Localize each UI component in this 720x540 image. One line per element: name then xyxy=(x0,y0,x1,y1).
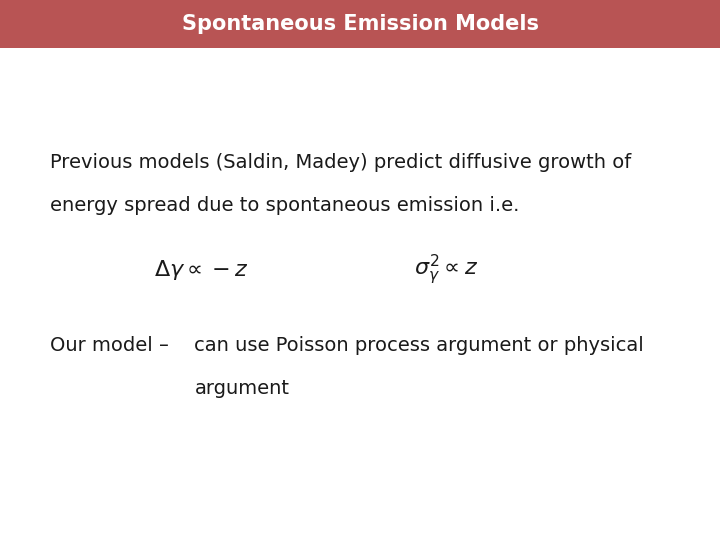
Text: Spontaneous Emission Models: Spontaneous Emission Models xyxy=(181,14,539,34)
Text: $\sigma_{\gamma}^{2} \propto z$: $\sigma_{\gamma}^{2} \propto z$ xyxy=(414,253,479,287)
FancyBboxPatch shape xyxy=(0,0,720,48)
Text: argument: argument xyxy=(194,379,289,399)
Text: Previous models (Saldin, Madey) predict diffusive growth of: Previous models (Saldin, Madey) predict … xyxy=(50,152,631,172)
Text: can use Poisson process argument or physical: can use Poisson process argument or phys… xyxy=(194,336,644,355)
Text: $\Delta\gamma \propto -z$: $\Delta\gamma \propto -z$ xyxy=(154,258,249,282)
Text: energy spread due to spontaneous emission i.e.: energy spread due to spontaneous emissio… xyxy=(50,195,520,215)
Text: Our model –: Our model – xyxy=(50,336,169,355)
